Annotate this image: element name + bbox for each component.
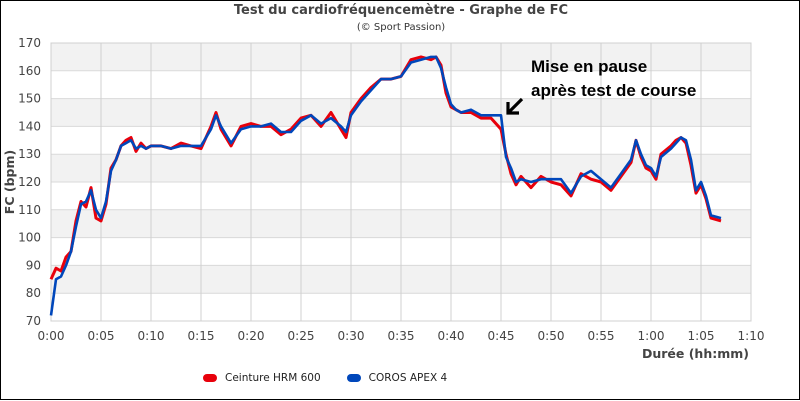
legend-label: COROS APEX 4: [368, 372, 448, 384]
y-tick-label: 140: [18, 119, 41, 133]
x-tick-label: 0:00: [38, 329, 65, 343]
annotation-line-1: Mise en pause: [531, 57, 648, 76]
legend-swatch-blue: [346, 374, 361, 382]
x-tick-label: 1:00: [638, 329, 665, 343]
y-tick-label: 120: [18, 175, 41, 189]
y-tick-label: 110: [18, 203, 41, 217]
chart-title: Test du cardiofréquencemètre - Graphe de…: [233, 3, 569, 18]
x-tick-label: 0:45: [488, 329, 515, 343]
y-tick-label: 100: [18, 231, 41, 245]
legend-item-hrm600[interactable]: Ceinture HRM 600: [203, 372, 321, 384]
y-tick-label: 170: [18, 36, 41, 50]
chart-subtitle: (© Sport Passion): [356, 22, 446, 33]
x-tick-label: 1:10: [738, 329, 765, 343]
y-tick-label: 80: [26, 286, 41, 300]
y-tick-label: 70: [26, 314, 41, 328]
x-axis-title: Durée (hh:mm): [642, 346, 749, 361]
x-tick-label: 0:55: [588, 329, 615, 343]
series-line-1: [49, 55, 722, 316]
x-tick-label: 0:30: [338, 329, 365, 343]
data-series: [49, 55, 722, 316]
y-tick-label: 90: [26, 258, 41, 272]
x-tick-label: 0:35: [388, 329, 415, 343]
chart-legend: Ceinture HRM 600 COROS APEX 4: [203, 372, 447, 384]
y-tick-label: 160: [18, 64, 41, 78]
y-axis-ticks: 70 80 90 100 110 120 130 140 150 160 170: [18, 36, 41, 328]
x-tick-label: 0:10: [138, 329, 165, 343]
x-axis-ticks: 0:00 0:05 0:10 0:15 0:20 0:25 0:30 0:35 0:40 0:45…: [38, 329, 765, 343]
x-tick-label: 0:40: [438, 329, 465, 343]
legend-swatch-red: [203, 374, 217, 382]
x-tick-label: 0:20: [238, 329, 265, 343]
annotation-line-2: après test de course: [531, 81, 697, 100]
y-tick-label: 150: [18, 92, 41, 106]
legend-item-coros[interactable]: COROS APEX 4: [346, 372, 448, 384]
x-tick-label: 0:25: [288, 329, 315, 343]
x-tick-label: 0:15: [188, 329, 215, 343]
pause-annotation: Mise en pause après test de course: [531, 55, 696, 103]
legend-label: Ceinture HRM 600: [225, 372, 321, 384]
x-tick-label: 0:05: [88, 329, 115, 343]
x-tick-label: 1:05: [688, 329, 715, 343]
arrow-down-left-icon: [506, 97, 524, 115]
y-axis-title: FC (bpm): [2, 150, 17, 214]
y-tick-label: 130: [18, 147, 41, 161]
x-tick-label: 0:50: [538, 329, 565, 343]
